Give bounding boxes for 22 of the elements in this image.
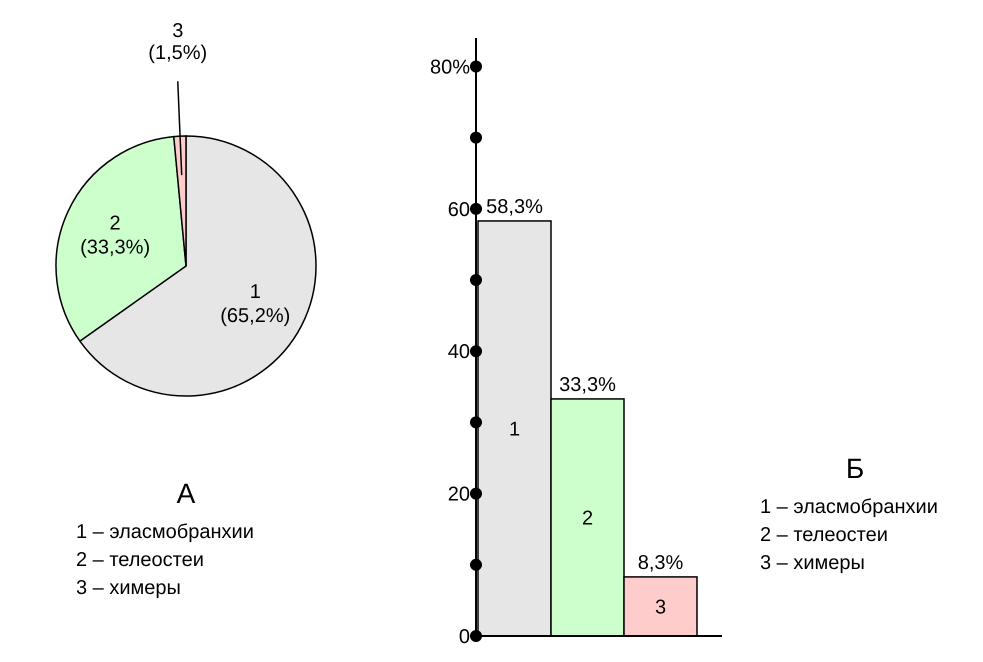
y-tick-label: 20: [448, 484, 470, 506]
data-label: (65,2%): [220, 304, 290, 327]
y-tick-label: 80%: [430, 56, 470, 78]
data-label: 58,3%: [486, 196, 544, 218]
text: А: [176, 478, 196, 509]
slice-label: 2: [110, 212, 121, 234]
data-label: 33,3%: [559, 374, 616, 396]
y-tick-label: 0: [458, 626, 470, 648]
text: Б: [846, 453, 864, 484]
text: 2 – телеостеи: [760, 524, 888, 546]
data-label: (33,3%): [80, 236, 150, 258]
y-tick-label: 40: [448, 341, 470, 364]
y-tick-label: 60: [448, 198, 470, 221]
data-label: (1,5%): [148, 42, 208, 64]
data-label: 8,3%: [638, 552, 684, 574]
slice-label: 3: [172, 20, 184, 42]
text: 3 – химеры: [76, 577, 181, 599]
text: 3 – химеры: [760, 552, 865, 574]
text: 2 – телеостеи: [76, 549, 204, 571]
text: 1 – эласмобранхии: [76, 521, 254, 543]
text: 1 – эласмобранхии: [760, 496, 938, 518]
slice-label: 1: [250, 280, 261, 303]
